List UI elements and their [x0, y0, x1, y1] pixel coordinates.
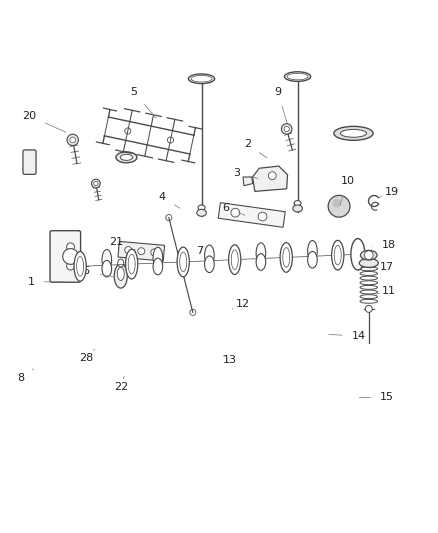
Ellipse shape [229, 245, 241, 274]
Circle shape [284, 126, 289, 132]
Ellipse shape [153, 258, 162, 275]
FancyBboxPatch shape [50, 231, 81, 282]
Ellipse shape [280, 243, 292, 272]
Text: 9: 9 [274, 87, 288, 126]
Text: 4: 4 [159, 192, 180, 208]
Circle shape [138, 248, 145, 255]
Text: 17: 17 [370, 262, 394, 271]
Ellipse shape [116, 152, 137, 163]
Text: 21: 21 [110, 238, 136, 250]
Circle shape [364, 251, 373, 260]
Ellipse shape [294, 200, 301, 206]
Circle shape [268, 172, 276, 180]
Ellipse shape [205, 245, 214, 266]
Circle shape [332, 199, 341, 207]
Ellipse shape [126, 252, 138, 272]
Circle shape [125, 247, 132, 254]
Circle shape [70, 137, 76, 143]
Ellipse shape [118, 259, 124, 267]
Ellipse shape [102, 261, 112, 277]
Text: 16: 16 [77, 266, 114, 277]
Circle shape [151, 249, 158, 256]
Polygon shape [253, 166, 288, 191]
FancyBboxPatch shape [23, 150, 36, 174]
Text: 2: 2 [244, 139, 267, 158]
Text: 1: 1 [28, 277, 66, 287]
Text: 12: 12 [233, 298, 250, 309]
Text: 18: 18 [372, 240, 396, 249]
Ellipse shape [117, 268, 124, 280]
Ellipse shape [197, 209, 206, 216]
Ellipse shape [188, 74, 215, 84]
Text: 28: 28 [79, 349, 95, 363]
Ellipse shape [153, 247, 162, 268]
Ellipse shape [307, 252, 317, 268]
Polygon shape [243, 177, 253, 185]
Ellipse shape [77, 256, 84, 276]
Circle shape [190, 309, 196, 316]
Ellipse shape [332, 240, 344, 270]
Circle shape [328, 195, 350, 217]
Text: 20: 20 [22, 111, 66, 132]
Ellipse shape [287, 74, 308, 80]
Text: 14: 14 [329, 332, 366, 341]
Ellipse shape [74, 252, 86, 281]
Circle shape [167, 137, 173, 143]
Text: 8: 8 [17, 369, 33, 383]
Ellipse shape [360, 251, 377, 260]
Text: 7: 7 [196, 246, 214, 259]
Ellipse shape [340, 130, 367, 138]
Text: 10: 10 [340, 176, 355, 205]
Polygon shape [218, 203, 285, 227]
Circle shape [63, 248, 78, 264]
Circle shape [94, 181, 98, 185]
Ellipse shape [283, 248, 290, 267]
Ellipse shape [120, 154, 133, 160]
Ellipse shape [191, 76, 212, 82]
Circle shape [258, 212, 267, 221]
Ellipse shape [231, 250, 238, 270]
Circle shape [231, 208, 240, 217]
Ellipse shape [128, 254, 135, 274]
Text: 22: 22 [113, 376, 128, 392]
Text: 15: 15 [359, 392, 394, 402]
Ellipse shape [307, 240, 317, 262]
Ellipse shape [256, 254, 266, 270]
Ellipse shape [180, 252, 187, 272]
Text: 5: 5 [131, 87, 156, 118]
Text: 3: 3 [233, 168, 258, 179]
Ellipse shape [102, 249, 112, 270]
Circle shape [125, 128, 131, 134]
Circle shape [92, 179, 100, 188]
Text: 19: 19 [379, 187, 399, 198]
Text: 11: 11 [377, 286, 396, 295]
Text: 13: 13 [223, 356, 237, 365]
Circle shape [67, 134, 78, 146]
Ellipse shape [198, 205, 205, 210]
Text: 6: 6 [222, 203, 245, 215]
Ellipse shape [177, 247, 189, 277]
Circle shape [67, 243, 74, 251]
Ellipse shape [334, 245, 341, 265]
Polygon shape [118, 241, 165, 261]
Ellipse shape [256, 243, 266, 264]
Ellipse shape [334, 126, 373, 140]
Ellipse shape [351, 239, 365, 270]
Ellipse shape [293, 205, 302, 212]
Circle shape [365, 305, 372, 312]
Ellipse shape [126, 249, 138, 279]
Ellipse shape [205, 256, 214, 272]
Circle shape [166, 215, 172, 221]
Circle shape [282, 124, 292, 134]
Ellipse shape [359, 259, 378, 268]
Ellipse shape [114, 264, 127, 288]
Circle shape [67, 262, 74, 270]
Ellipse shape [285, 72, 311, 82]
